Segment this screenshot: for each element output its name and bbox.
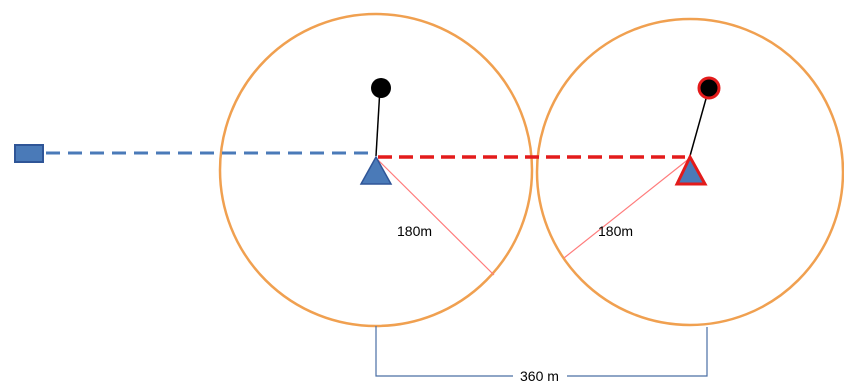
left-radius-line: [375, 157, 495, 276]
dimension-bracket-left: [375, 326, 513, 377]
right-mast-top-dot: [697, 76, 721, 100]
right-coverage-circle: [535, 17, 844, 327]
right-mast: [689, 87, 710, 157]
dimension-bracket-right: [567, 327, 708, 377]
left-mast: [375, 87, 381, 157]
left-base-triangle: [359, 155, 393, 185]
distance-label: 360 m: [520, 368, 559, 381]
right-base-triangle: [674, 153, 708, 186]
right-radius-label: 180m: [598, 223, 633, 239]
left-radius-label: 180m: [397, 223, 432, 239]
left-mast-top-dot: [371, 78, 391, 98]
source-node: [14, 144, 44, 163]
right-radius-line: [563, 157, 691, 259]
